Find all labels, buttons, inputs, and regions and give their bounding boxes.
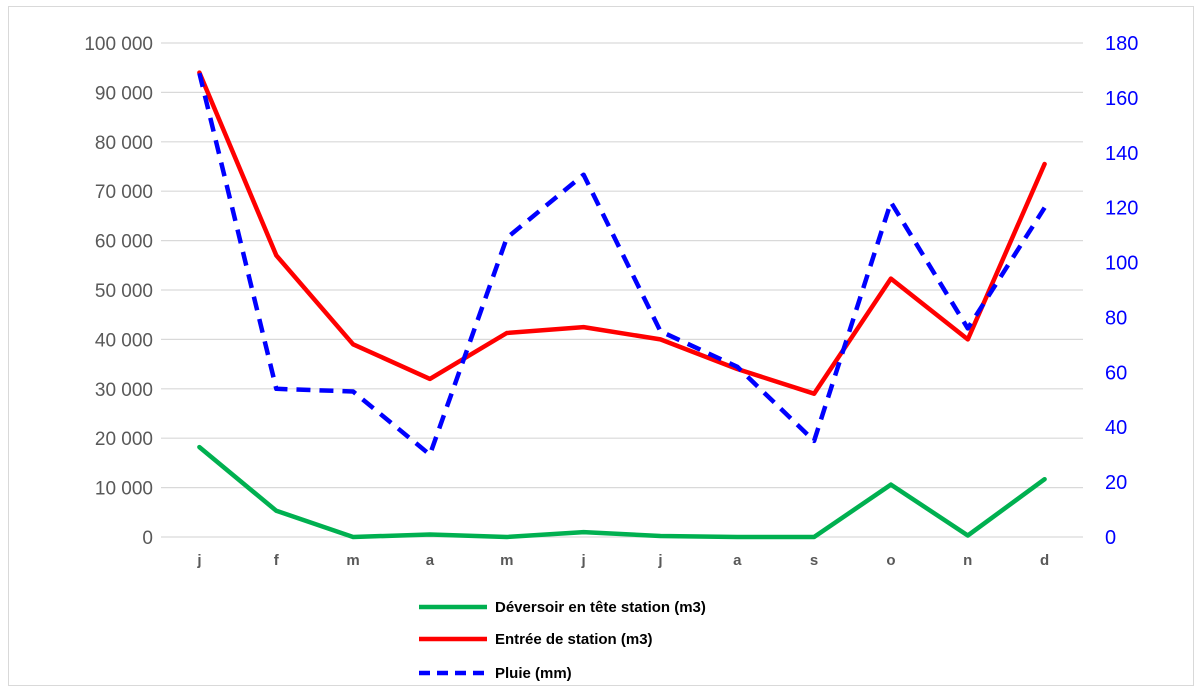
series-line-deversoir bbox=[197, 444, 1047, 540]
y-right-tick-label: 40 bbox=[1105, 417, 1127, 439]
y-left-tick-label: 100 000 bbox=[84, 34, 153, 55]
x-tick-label: s bbox=[810, 552, 818, 569]
y-left-tick-label: 20 000 bbox=[95, 429, 153, 450]
chart-frame: 0 10 000 20 000 30 000 40 000 50 000 60 000 70 … bbox=[8, 6, 1194, 686]
x-tick-label: d bbox=[1040, 552, 1049, 569]
y-right-tick-label: 120 bbox=[1105, 198, 1138, 220]
y-left-tick-label: 90 000 bbox=[95, 83, 153, 104]
line-chart: 0 10 000 20 000 30 000 40 000 50 000 60 000 70 … bbox=[84, 33, 1138, 682]
x-tick-label: j bbox=[196, 552, 201, 569]
series-lines bbox=[197, 70, 1047, 540]
x-tick-label: j bbox=[657, 552, 662, 569]
y-right-tick-label: 100 bbox=[1105, 253, 1138, 275]
y-left-tick-label: 40 000 bbox=[95, 330, 153, 351]
legend-label: Entrée de station (m3) bbox=[495, 631, 653, 648]
gridlines bbox=[161, 42, 1083, 538]
y-right-tick-label: 160 bbox=[1105, 88, 1138, 110]
legend: Déversoir en tête station (m3) Entrée de … bbox=[419, 599, 706, 682]
y-right-tick-label: 0 bbox=[1105, 527, 1116, 549]
y-left-tick-label: 10 000 bbox=[95, 479, 153, 500]
x-tick-label: a bbox=[733, 552, 742, 569]
right-y-axis: 0 20 40 60 80 100 120 140 160 180 bbox=[1105, 33, 1138, 549]
series-line-pluie bbox=[197, 72, 1047, 457]
y-right-tick-label: 20 bbox=[1105, 472, 1127, 494]
y-left-tick-label: 60 000 bbox=[95, 232, 153, 253]
y-left-tick-label: 70 000 bbox=[95, 182, 153, 203]
y-left-tick-label: 30 000 bbox=[95, 380, 153, 401]
x-tick-label: o bbox=[886, 552, 895, 569]
x-tick-label: j bbox=[580, 552, 585, 569]
y-left-tick-label: 50 000 bbox=[95, 281, 153, 302]
x-tick-label: m bbox=[346, 552, 359, 569]
legend-label: Déversoir en tête station (m3) bbox=[495, 599, 706, 616]
series-line-entree bbox=[197, 70, 1047, 396]
left-y-axis: 0 10 000 20 000 30 000 40 000 50 000 60 000 70 … bbox=[84, 34, 153, 549]
x-tick-label: n bbox=[963, 552, 972, 569]
y-left-tick-label: 0 bbox=[142, 528, 153, 549]
y-right-tick-label: 60 bbox=[1105, 362, 1127, 384]
x-tick-label: f bbox=[274, 552, 280, 569]
y-left-tick-label: 80 000 bbox=[95, 133, 153, 154]
y-right-tick-label: 140 bbox=[1105, 143, 1138, 165]
x-tick-label: a bbox=[426, 552, 435, 569]
legend-label: Pluie (mm) bbox=[495, 665, 572, 682]
x-tick-label: m bbox=[500, 552, 513, 569]
y-right-tick-label: 180 bbox=[1105, 33, 1138, 55]
y-right-tick-label: 80 bbox=[1105, 307, 1127, 329]
